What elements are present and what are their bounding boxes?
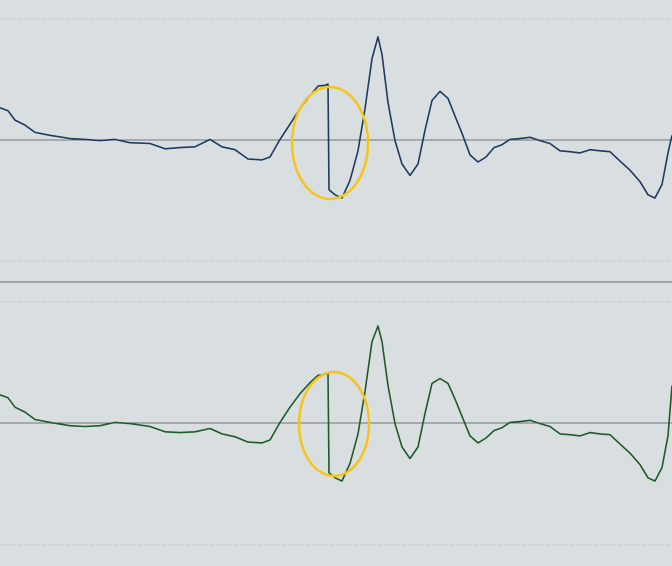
highlight-ellipse-2 — [297, 370, 371, 478]
waveform-series-1 — [0, 36, 672, 199]
highlight-ellipse-1 — [290, 85, 370, 201]
waveform-series-2 — [0, 325, 672, 482]
